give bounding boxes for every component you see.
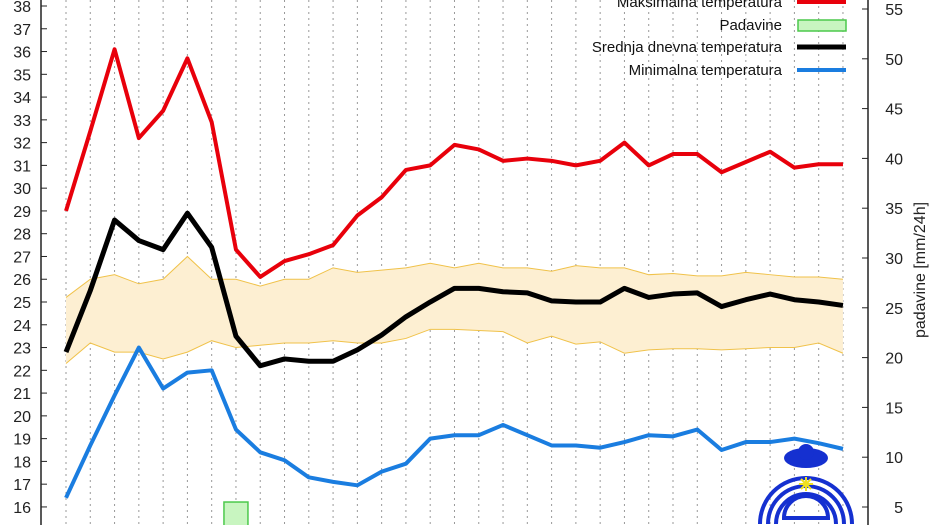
- y2-tick-label: 40: [885, 151, 903, 168]
- y-tick-label: 37: [13, 22, 31, 39]
- series-line-max: [64, 47, 843, 279]
- y-tick-label: 38: [13, 0, 31, 16]
- y-tick-label: 26: [13, 272, 31, 289]
- precipitation-bars: [223, 501, 249, 525]
- series-line-min: [64, 345, 844, 499]
- y-tick-label: 29: [13, 204, 31, 221]
- y-tick-label: 20: [13, 409, 31, 426]
- y2-tick-label: 45: [885, 102, 903, 119]
- y2-tick-label: 5: [894, 500, 903, 517]
- y-tick-label: 22: [13, 363, 31, 380]
- y2-axis-label: padavine [mm/24h]: [912, 202, 929, 338]
- y-tick-label: 16: [13, 500, 31, 517]
- y-tick-label: 24: [13, 318, 31, 335]
- y2-tick-label: 20: [885, 351, 903, 368]
- series-lines: [63, 47, 844, 499]
- y-tick-label: 32: [13, 136, 31, 153]
- y2-tick-label: 15: [885, 400, 903, 417]
- normal-temperature-band: [65, 255, 844, 364]
- y-tick-label: 35: [13, 67, 31, 84]
- y2-tick-label: 35: [885, 201, 903, 218]
- y-tick-label: 21: [13, 386, 31, 403]
- y-tick-label: 23: [13, 341, 31, 358]
- legend-swatch-precipitation: [797, 19, 847, 32]
- y-tick-label: 36: [13, 45, 31, 62]
- legend-label: Minimalna temperatura: [629, 62, 783, 79]
- y-tick-label: 30: [13, 181, 31, 198]
- band-lower-edge: [65, 328, 844, 364]
- y-tick-label: 27: [13, 249, 31, 266]
- y-tick-label: 33: [13, 113, 31, 130]
- legend-label: Maksimalna temperatura: [617, 0, 783, 11]
- sun-icon: [799, 477, 813, 491]
- y-tick-label: 17: [13, 477, 31, 494]
- y-tick-label: 34: [13, 90, 31, 107]
- band-upper-edge: [65, 255, 844, 298]
- series-line-mean: [63, 210, 844, 369]
- y-tick-label: 19: [13, 432, 31, 449]
- y-tick-label: 25: [13, 295, 31, 312]
- precipitation-bar: [223, 501, 249, 525]
- y2-tick-label: 50: [885, 52, 903, 69]
- band-fill: [66, 256, 843, 364]
- y2-tick-label: 30: [885, 251, 903, 268]
- y2-tick-label: 10: [885, 450, 903, 467]
- legend-label: Padavine: [719, 17, 782, 34]
- institute-logo: [758, 444, 854, 525]
- axes: 16 17 18 19 20 21 22 23 24 25 26 27 28 29 30 31 32 33 34 35…: [13, 0, 903, 525]
- y-tick-label: 18: [13, 454, 31, 471]
- y2-tick-label: 55: [885, 2, 903, 19]
- y-tick-label: 28: [13, 227, 31, 244]
- y-tick-label: 31: [13, 158, 31, 175]
- legend: Maksimalna temperatura Padavine Srednja dn…: [592, 0, 847, 79]
- legend-label: Srednja dnevna temperatura: [592, 39, 783, 56]
- y2-tick-label: 25: [885, 301, 903, 318]
